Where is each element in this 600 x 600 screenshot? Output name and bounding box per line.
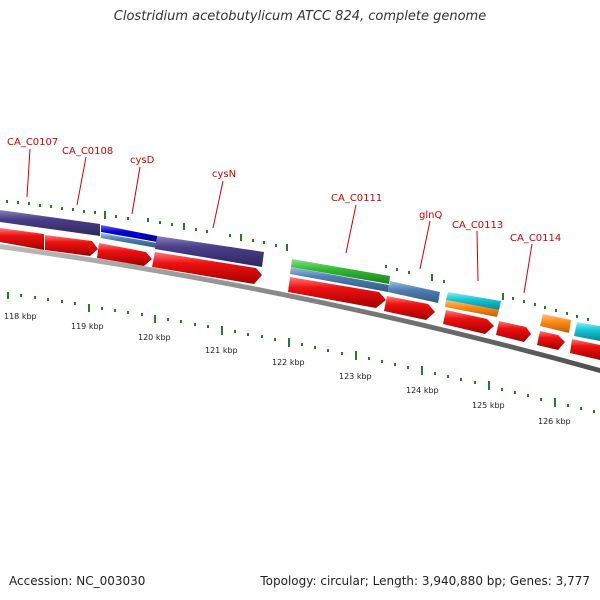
feature-green-ca-c0111[interactable]	[291, 259, 390, 284]
scale-label: 121 kbp	[205, 346, 238, 355]
scale-label: 125 kbp	[472, 401, 505, 410]
feature-cyan-right[interactable]	[574, 322, 600, 341]
feature-orange-ca-c0113[interactable]	[445, 300, 499, 317]
feature-orange-ca-c0114[interactable]	[540, 314, 571, 333]
scale-label: 120 kbp	[138, 333, 171, 342]
gene-label-ca-c0113[interactable]: CA_C0113	[452, 220, 503, 231]
feature-blue-ca-c0108[interactable]	[101, 225, 157, 242]
gene-label-glnQ[interactable]: glnQ	[419, 210, 442, 221]
cds-arrow[interactable]	[570, 339, 600, 360]
feature-steel-glnQ[interactable]	[388, 281, 440, 303]
cds-arrow[interactable]	[45, 235, 98, 256]
feature-steel-ca-c0108[interactable]	[101, 233, 157, 248]
genome-backbone	[0, 244, 600, 373]
gene-label-cysN[interactable]: cysN	[212, 169, 236, 180]
cds-arrow[interactable]	[496, 321, 531, 342]
feature-cyan-ca-c0113[interactable]	[446, 292, 501, 310]
gene-label-cysD[interactable]: cysD	[130, 155, 155, 166]
scale-label: 123 kbp	[339, 372, 372, 381]
cds-arrows	[0, 228, 600, 360]
scale-label: 126 kbp	[538, 417, 571, 426]
scale-label: 124 kbp	[406, 386, 439, 395]
gene-label-ca-c0114[interactable]: CA_C0114	[510, 233, 561, 244]
gene-label-ca-c0111[interactable]: CA_C0111	[331, 193, 382, 204]
scale-label: 122 kbp	[272, 358, 305, 367]
scale-label: 119 kbp	[71, 322, 104, 331]
accession-text: Accession: NC_003030	[9, 574, 146, 588]
cds-arrow[interactable]	[0, 228, 44, 250]
scale-label: 118 kbp	[4, 312, 37, 321]
cds-arrow[interactable]	[152, 252, 262, 284]
gene-labels: CA_C0107 CA_C0108 cysD cysN CA_C0111 gln…	[7, 137, 561, 244]
cds-arrow[interactable]	[443, 310, 494, 334]
gene-label-leaders	[26, 148, 533, 294]
outer-tick-row	[6, 200, 589, 321]
genome-summary-text: Topology: circular; Length: 3,940,880 bp…	[260, 574, 590, 588]
scale-labels: 118 kbp 119 kbp 120 kbp 121 kbp 122 kbp …	[4, 312, 571, 426]
feature-arcs-upper	[0, 210, 600, 341]
feature-purple-cysN[interactable]	[155, 236, 264, 267]
cds-arrow[interactable]	[97, 243, 152, 266]
scale-ticks	[7, 292, 595, 413]
feature-steel-ca-c0111[interactable]	[290, 267, 389, 292]
gene-label-ca-c0107[interactable]: CA_C0107	[7, 137, 58, 148]
map-title: Clostridium acetobutylicum ATCC 824, com…	[113, 9, 487, 24]
feature-purple-ca-c0107[interactable]	[0, 210, 100, 236]
cds-arrow[interactable]	[537, 331, 565, 350]
cds-arrow[interactable]	[288, 277, 386, 308]
cds-arrow[interactable]	[384, 296, 435, 320]
gene-label-ca-c0108[interactable]: CA_C0108	[62, 146, 113, 157]
